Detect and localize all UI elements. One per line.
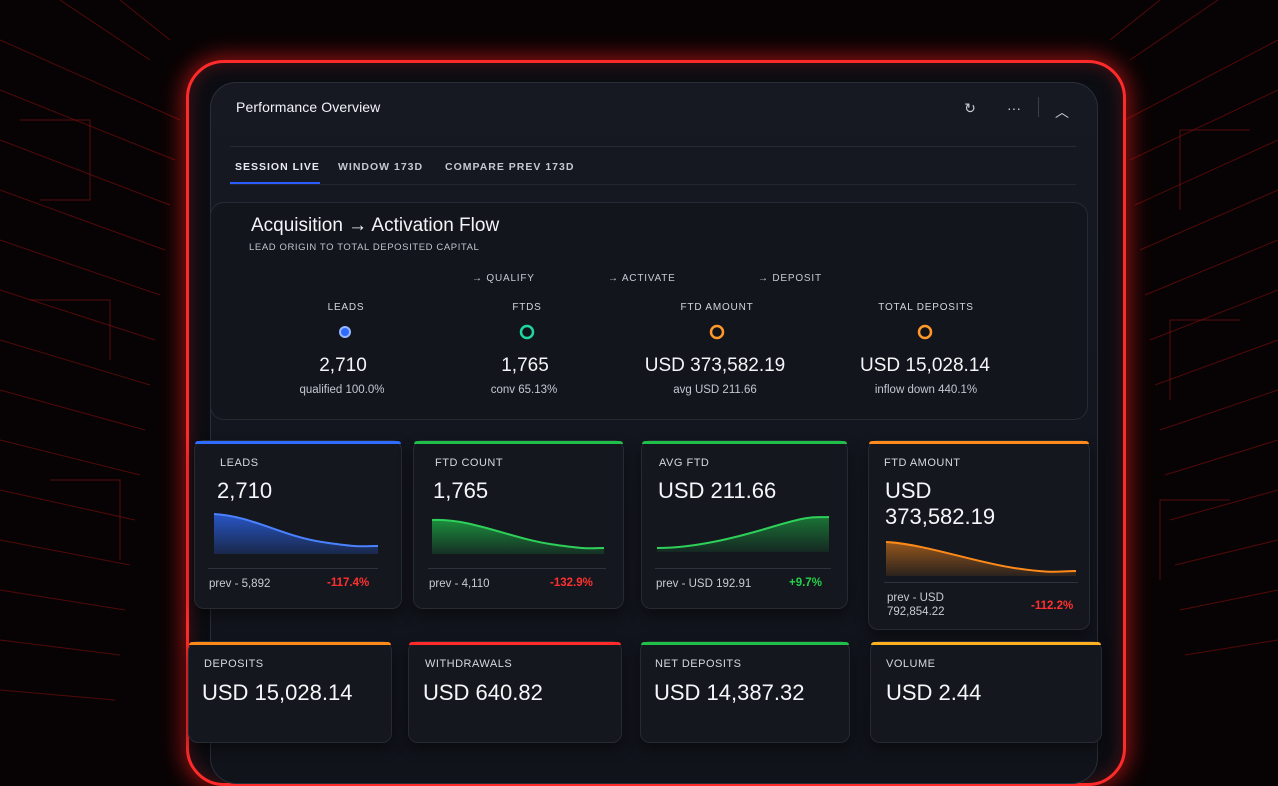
kpi-prev-leads: prev - 5,892: [209, 578, 271, 590]
tab-session-live[interactable]: SESSION LIVE: [235, 161, 320, 173]
kpi-label-net-deposits: NET DEPOSITS: [655, 658, 742, 670]
card-accent-bar: [869, 441, 1089, 444]
kpi-label-avg-ftd: AVG FTD: [659, 457, 710, 469]
kpi-value-volume: USD 2.44: [886, 680, 982, 705]
kpi-label-ftd-amount: FTD AMOUNT: [884, 457, 961, 469]
more-icon[interactable]: ···: [1007, 100, 1021, 116]
stage-label-leads: LEADS: [327, 302, 365, 313]
kpi-label-volume: VOLUME: [886, 658, 936, 670]
kpi-prev-ftd-count: prev - 4,110: [429, 578, 490, 590]
stage-value-leads: 2,710: [319, 355, 367, 376]
card-accent-bar: [414, 441, 623, 444]
stage-label-total-deposits: TOTAL DEPOSITS: [878, 302, 974, 313]
header-divider-line: [230, 146, 1076, 147]
flow-progress-line: [324, 324, 947, 340]
stage-node-leads: [339, 326, 351, 338]
stage-value-ftds: 1,765: [501, 355, 549, 376]
kpi-prev-ftd-amount-line1: prev - USD: [887, 592, 944, 604]
tab-compare[interactable]: COMPARE PREV 173D: [445, 161, 575, 173]
active-tab-indicator: [230, 182, 320, 184]
kpi-label-withdrawals: WITHDRAWALS: [425, 658, 513, 670]
card-accent-bar: [641, 642, 849, 645]
kpi-value-ftd-amount-line1: USD: [885, 478, 932, 503]
card-divider: [428, 568, 606, 569]
kpi-value-avg-ftd: USD 211.66: [658, 478, 777, 503]
stage-sub-leads: qualified 100.0%: [299, 384, 385, 396]
kpi-prev-avg-ftd: prev - USD 192.91: [656, 578, 752, 590]
stage-node-total-deposits: [917, 324, 933, 340]
sparkline-avg-ftd: [656, 516, 830, 552]
card-divider: [208, 568, 378, 569]
refresh-icon[interactable]: ↻: [964, 99, 976, 116]
kpi-value-ftd-count: 1,765: [433, 478, 489, 503]
tab-window[interactable]: WINDOW 173D: [338, 161, 424, 173]
tabs-divider: [230, 184, 1076, 185]
header-divider: [1038, 97, 1039, 117]
kpi-label-deposits: DEPOSITS: [204, 658, 264, 670]
step-activate: → ACTIVATE: [608, 273, 676, 284]
kpi-delta-ftd-amount: -112.2%: [1031, 600, 1074, 612]
stage-node-ftd-amount: [709, 324, 725, 340]
flow-subtitle: LEAD ORIGIN TO TOTAL DEPOSITED CAPITAL: [249, 242, 480, 253]
flow-panel: [210, 202, 1088, 420]
background-grid: [0, 0, 1278, 701]
stage-value-ftd-amount: USD 373,582.19: [644, 355, 786, 376]
card-accent-bar: [642, 441, 847, 444]
kpi-value-net-deposits: USD 14,387.32: [654, 680, 805, 705]
stage-label-ftds: FTDS: [512, 302, 542, 313]
stage-label-ftd-amount: FTD AMOUNT: [680, 302, 754, 313]
card-accent-bar: [871, 642, 1101, 645]
card-accent-bar: [189, 642, 391, 645]
step-qualify: → QUALIFY: [472, 273, 535, 284]
kpi-delta-avg-ftd: +9.7%: [789, 577, 822, 589]
stage-sub-total-deposits: inflow down 440.1%: [874, 384, 978, 396]
kpi-value-ftd-amount-line2: 373,582.19: [885, 504, 996, 529]
stage-node-ftds: [519, 324, 535, 340]
sparkline-ftd-amount: [885, 541, 1077, 576]
flow-title: Acquisition → Activation Flow: [251, 215, 500, 236]
step-deposit: → DEPOSIT: [758, 273, 822, 284]
kpi-value-deposits: USD 15,028.14: [202, 680, 353, 705]
card-accent-bar: [409, 642, 621, 645]
sparkline-leads: [213, 513, 379, 554]
kpi-label-leads: LEADS: [220, 457, 259, 469]
collapse-icon[interactable]: ︿: [1055, 104, 1069, 120]
kpi-value-leads: 2,710: [217, 478, 273, 503]
stage-sub-ftds: conv 65.13%: [490, 384, 558, 396]
kpi-card-ftd-amount[interactable]: [868, 440, 1090, 630]
page-title: Performance Overview: [236, 99, 381, 115]
stage-value-total-deposits: USD 15,028.14: [860, 355, 990, 376]
kpi-delta-leads: -117.4%: [327, 577, 370, 589]
card-divider: [884, 582, 1078, 583]
card-accent-bar: [195, 441, 401, 444]
kpi-label-ftd-count: FTD COUNT: [435, 457, 504, 469]
card-divider: [655, 568, 831, 569]
kpi-prev-ftd-amount-line2: 792,854.22: [887, 606, 945, 618]
stage-sub-ftd-amount: avg USD 211.66: [673, 384, 757, 396]
kpi-delta-ftd-count: -132.9%: [550, 577, 593, 589]
kpi-value-withdrawals: USD 640.82: [423, 680, 543, 705]
sparkline-ftd-count: [431, 518, 605, 554]
